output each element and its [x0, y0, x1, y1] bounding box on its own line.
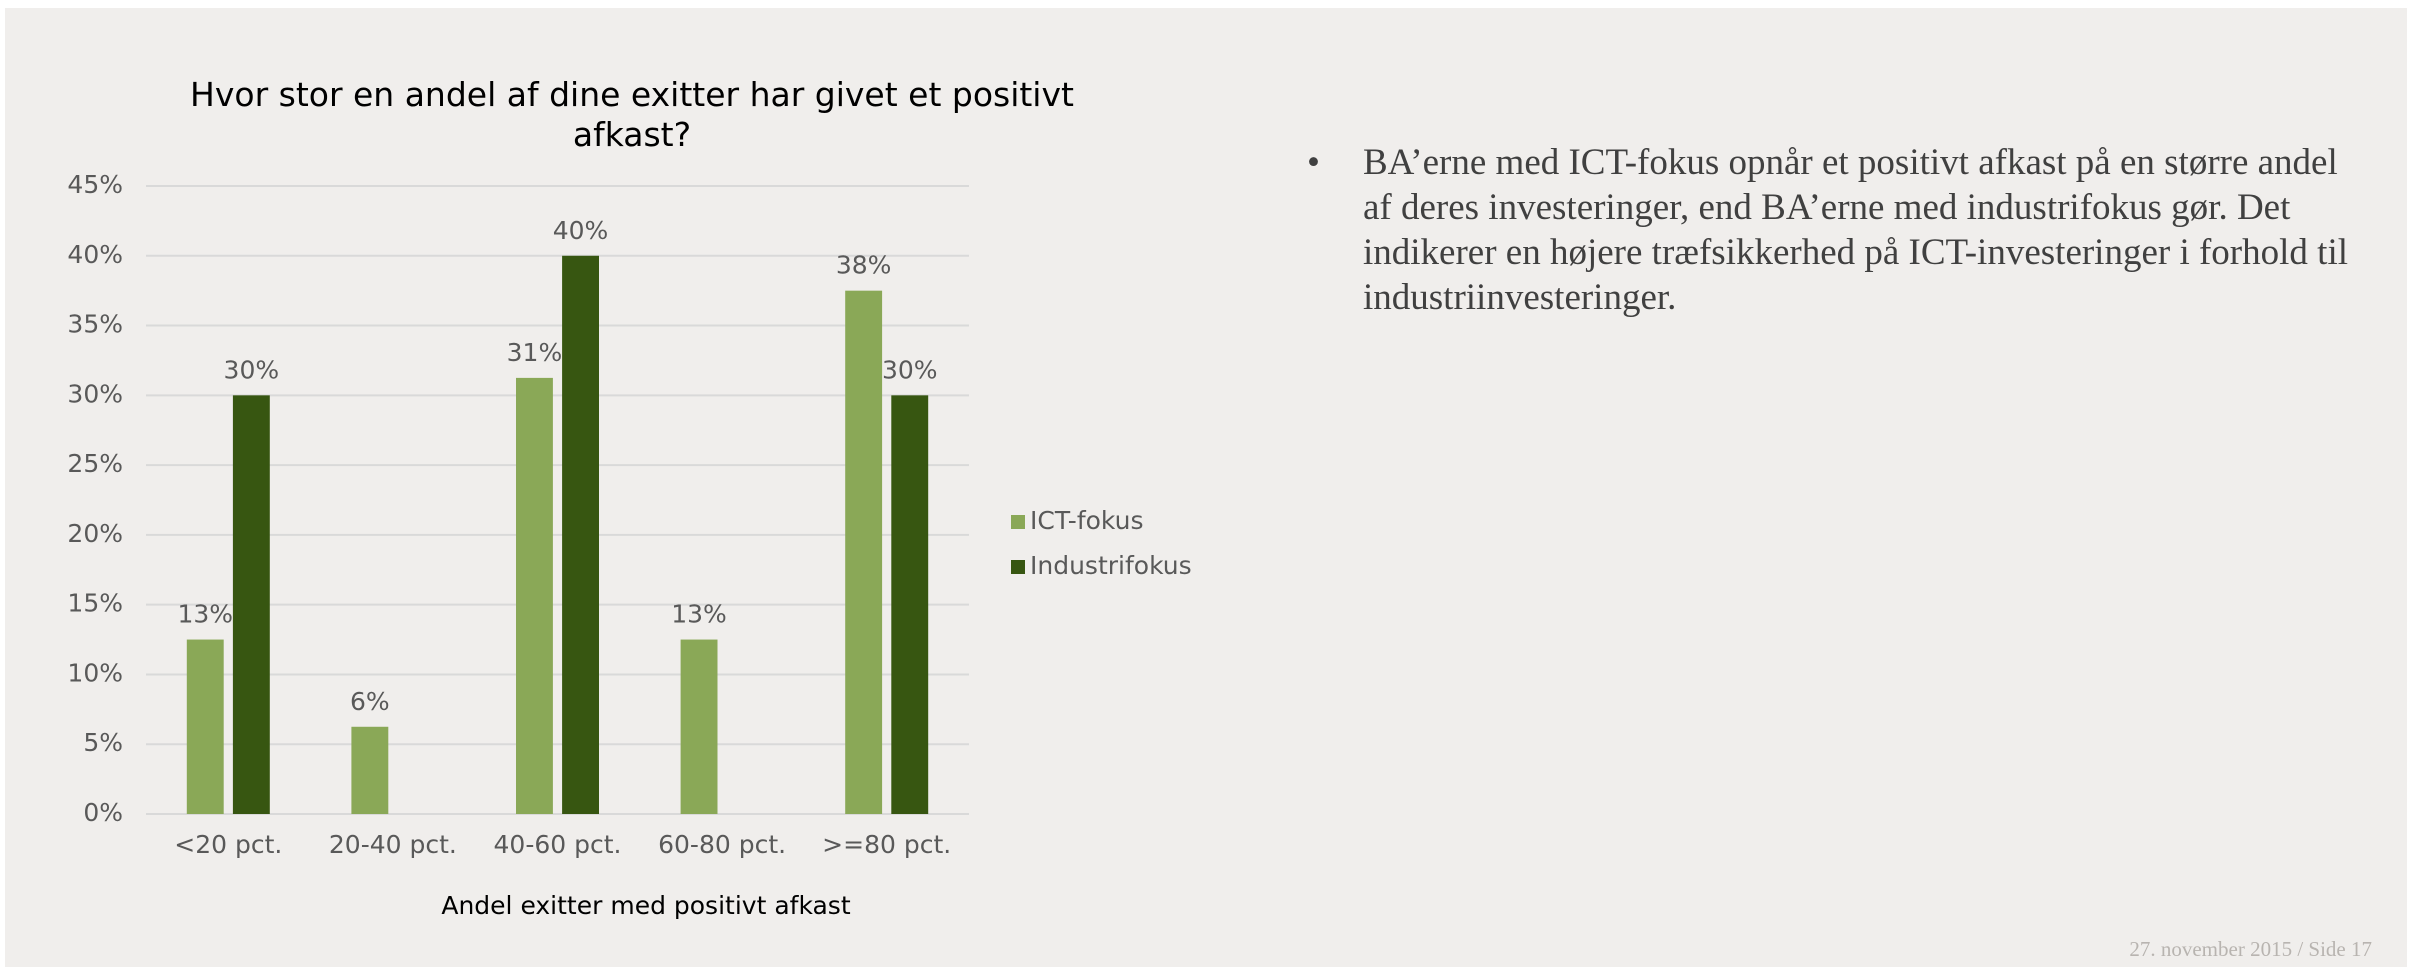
- bar: [891, 395, 929, 814]
- x-tick-label: <20 pct.: [174, 830, 282, 859]
- data-label: 30%: [882, 355, 938, 384]
- y-tick-label: 35%: [67, 310, 123, 339]
- legend-swatch: [1011, 560, 1025, 574]
- data-label: 31%: [507, 338, 563, 367]
- y-tick-label: 5%: [83, 728, 123, 757]
- y-tick-label: 10%: [67, 658, 123, 687]
- data-label: 38%: [836, 251, 892, 280]
- bar: [351, 726, 389, 814]
- data-label: 6%: [350, 687, 390, 716]
- data-label: 13%: [671, 600, 727, 629]
- data-label: 40%: [553, 216, 609, 245]
- y-tick-label: 15%: [67, 589, 123, 618]
- bullet-text: BA’erne med ICT-fokus opnår et positivt …: [1363, 142, 2348, 318]
- y-tick-label: 45%: [67, 170, 123, 199]
- chart-title: Hvor stor en andel af dine exitter har g…: [190, 75, 1074, 154]
- data-label: 30%: [224, 355, 280, 384]
- bar: [232, 395, 270, 814]
- legend-label: ICT-fokus: [1030, 506, 1144, 535]
- footer: 27. november 2015 / Side 17: [2129, 937, 2372, 961]
- x-axis-title: Andel exitter med positivt afkast: [441, 891, 850, 920]
- x-tick-label: 40-60 pct.: [494, 830, 622, 859]
- y-tick-label: 0%: [83, 798, 123, 827]
- data-label: 13%: [177, 600, 233, 629]
- bullet-dot: •: [1307, 142, 1320, 183]
- bullet-point: • BA’erne med ICT-fokus opnår et positivt…: [1307, 140, 2357, 320]
- y-tick-label: 20%: [67, 519, 123, 548]
- x-tick-label: 20-40 pct.: [329, 830, 457, 859]
- legend-label: Industrifokus: [1030, 551, 1192, 580]
- y-tick-label: 30%: [67, 379, 123, 408]
- slide: [5, 8, 2407, 967]
- bar: [186, 639, 224, 814]
- x-tick-label: >=80 pct.: [822, 830, 951, 859]
- bar: [680, 639, 718, 814]
- legend-swatch: [1011, 515, 1025, 529]
- y-tick-label: 40%: [67, 240, 123, 269]
- bar: [845, 290, 883, 815]
- y-tick-label: 25%: [67, 449, 123, 478]
- x-tick-label: 60-80 pct.: [658, 830, 786, 859]
- bar: [516, 377, 553, 814]
- bar: [562, 255, 599, 814]
